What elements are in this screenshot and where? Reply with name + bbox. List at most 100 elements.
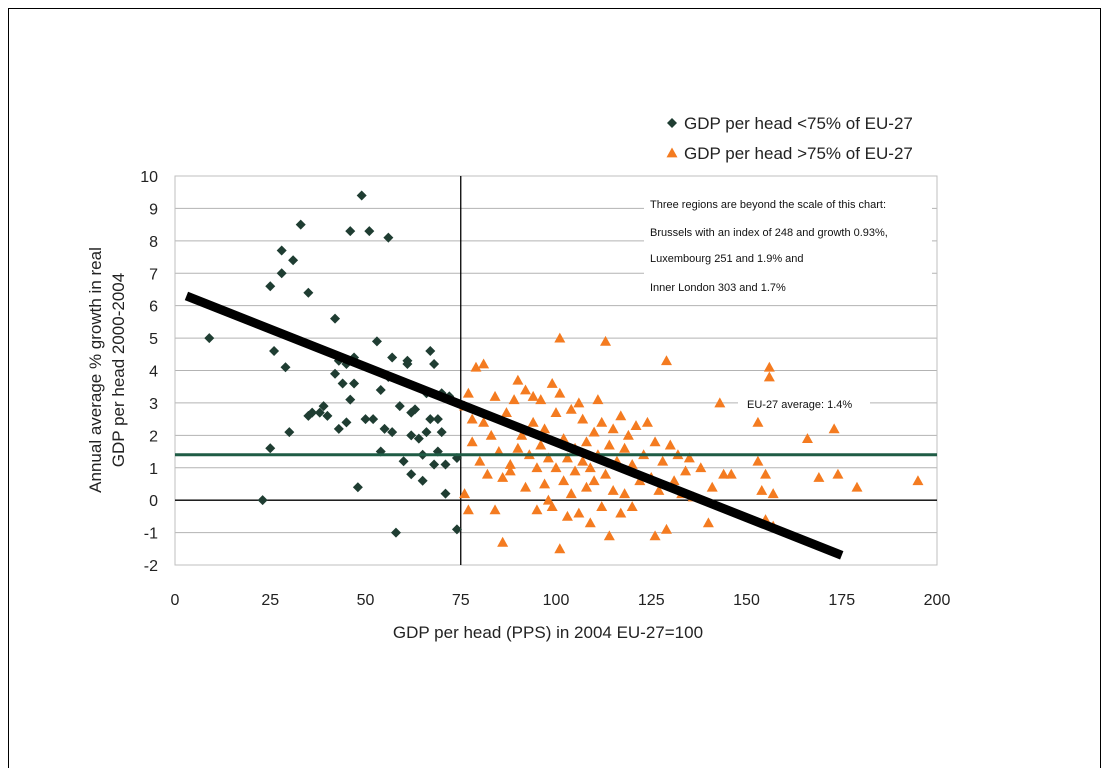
point-below-75 — [318, 401, 329, 412]
point-below-75 — [356, 190, 367, 201]
point-above-75 — [474, 455, 486, 466]
point-above-75 — [573, 397, 585, 408]
point-above-75 — [600, 335, 612, 346]
note-line-4: Inner London 303 and 1.7% — [650, 282, 786, 294]
point-above-75 — [542, 494, 554, 505]
point-below-75 — [429, 359, 440, 370]
point-above-75 — [622, 429, 634, 440]
point-above-75 — [527, 390, 539, 401]
eu-average-label: EU-27 average: 1.4% — [747, 399, 852, 411]
point-above-75 — [580, 481, 592, 492]
point-above-75 — [512, 442, 524, 453]
point-below-75 — [269, 346, 280, 357]
point-above-75 — [580, 436, 592, 447]
point-above-75 — [680, 465, 692, 476]
point-above-75 — [577, 413, 589, 424]
point-below-75 — [429, 459, 440, 470]
point-below-75 — [413, 433, 424, 444]
point-above-75 — [554, 387, 566, 398]
x-tick-label: 100 — [543, 592, 570, 609]
point-above-75 — [649, 530, 661, 541]
y-axis-title-line-1: Annual average % growth in real — [86, 247, 105, 493]
point-below-75 — [341, 417, 352, 428]
point-above-75 — [561, 452, 573, 463]
point-below-75 — [368, 414, 379, 425]
point-above-75 — [466, 413, 478, 424]
point-below-75 — [421, 427, 432, 438]
point-above-75 — [478, 358, 490, 369]
point-below-75 — [330, 368, 341, 379]
point-below-75 — [390, 527, 401, 538]
point-below-75 — [406, 469, 417, 480]
point-below-75 — [375, 384, 386, 395]
note-background — [644, 192, 932, 295]
legend-entry-above-75: GDP per head >75% of EU-27 — [684, 144, 913, 163]
point-above-75 — [596, 501, 608, 512]
point-below-75 — [303, 287, 314, 298]
point-above-75 — [546, 501, 558, 512]
point-below-75 — [337, 378, 348, 389]
point-above-75 — [485, 429, 497, 440]
point-above-75 — [683, 452, 695, 463]
point-below-75 — [314, 407, 325, 418]
y-tick-label: -1 — [144, 526, 158, 543]
point-below-75 — [276, 245, 287, 256]
overlay-layer — [175, 291, 937, 560]
point-below-75 — [288, 255, 299, 266]
y-tick-label: 2 — [149, 428, 158, 445]
point-above-75 — [516, 429, 528, 440]
point-above-75 — [573, 507, 585, 518]
point-below-75 — [432, 414, 443, 425]
point-above-75 — [668, 475, 680, 486]
point-below-75 — [417, 475, 428, 486]
point-above-75 — [653, 484, 665, 495]
point-below-75 — [265, 443, 276, 454]
point-below-75 — [425, 346, 436, 357]
point-above-75 — [760, 468, 772, 479]
point-above-75 — [828, 423, 840, 434]
point-above-75 — [752, 455, 764, 466]
point-above-75 — [660, 355, 672, 366]
point-below-75 — [402, 359, 413, 370]
y-tick-label: 8 — [149, 234, 158, 251]
x-tick-label: 200 — [924, 592, 951, 609]
legend: GDP per head <75% of EU-27 GDP per head … — [666, 114, 913, 163]
point-below-75 — [204, 333, 215, 344]
point-above-75 — [577, 455, 589, 466]
point-above-75 — [565, 403, 577, 414]
point-above-75 — [542, 452, 554, 463]
point-above-75 — [462, 387, 474, 398]
point-above-75 — [531, 462, 543, 473]
point-above-75 — [714, 397, 726, 408]
point-above-75 — [497, 536, 509, 547]
point-above-75 — [504, 465, 516, 476]
y-tick-label: 4 — [149, 364, 158, 381]
point-above-75 — [813, 471, 825, 482]
point-above-75 — [851, 481, 863, 492]
point-below-75 — [360, 414, 371, 425]
point-above-75 — [702, 517, 714, 528]
point-above-75 — [546, 377, 558, 388]
point-above-75 — [535, 439, 547, 450]
point-below-75 — [352, 482, 363, 493]
point-above-75 — [763, 361, 775, 372]
point-above-75 — [619, 488, 631, 499]
point-above-75 — [481, 468, 493, 479]
point-above-75 — [626, 501, 638, 512]
point-below-75 — [345, 394, 356, 405]
x-tick-label: 150 — [733, 592, 760, 609]
point-above-75 — [664, 439, 676, 450]
point-below-75 — [349, 378, 360, 389]
point-above-75 — [588, 475, 600, 486]
point-below-75 — [295, 219, 306, 230]
point-below-75 — [333, 423, 344, 434]
point-above-75 — [801, 433, 813, 443]
point-above-75 — [500, 407, 512, 418]
x-tick-label: 125 — [638, 592, 665, 609]
y-tick-label: 7 — [149, 266, 158, 283]
point-above-75 — [584, 462, 596, 473]
point-above-75 — [565, 488, 577, 499]
point-above-75 — [596, 416, 608, 427]
point-above-75 — [466, 436, 478, 447]
